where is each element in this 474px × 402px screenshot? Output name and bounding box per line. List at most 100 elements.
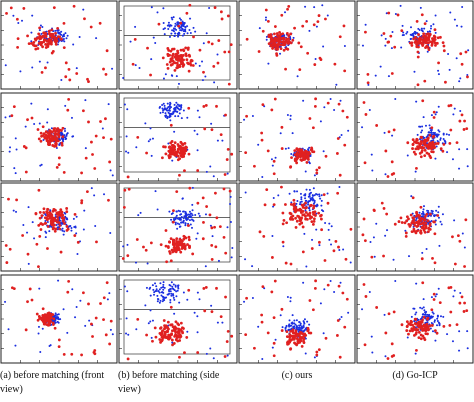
blue-point	[64, 136, 67, 139]
red-point	[441, 149, 445, 153]
blue-point	[420, 29, 423, 32]
blue-point	[156, 300, 159, 303]
blue-point	[425, 20, 428, 23]
red-point	[312, 150, 316, 154]
red-point	[174, 327, 178, 330]
red-point	[104, 333, 108, 337]
red-point	[260, 313, 264, 317]
blue-point	[323, 288, 326, 291]
red-point	[59, 250, 63, 254]
red-point	[223, 173, 227, 176]
red-point	[108, 160, 112, 164]
blue-point	[272, 205, 275, 208]
blue-point	[307, 203, 310, 206]
blue-point	[170, 218, 173, 221]
blue-point	[321, 4, 324, 7]
red-point	[266, 331, 270, 335]
red-point	[42, 211, 46, 214]
blue-point	[306, 320, 309, 323]
blue-point	[169, 301, 172, 304]
blue-point	[191, 203, 194, 206]
blue-point	[221, 321, 224, 324]
red-point	[5, 261, 9, 264]
blue-point	[188, 219, 191, 222]
red-point	[420, 226, 424, 229]
red-point	[291, 337, 295, 341]
blue-point	[347, 311, 350, 314]
red-point	[411, 147, 414, 150]
blue-point	[157, 289, 160, 292]
blue-point	[57, 313, 60, 316]
blue-point	[56, 226, 59, 229]
blue-point	[304, 197, 307, 200]
blue-point	[384, 355, 387, 358]
red-point	[397, 220, 401, 223]
red-point	[32, 43, 35, 47]
red-point	[224, 251, 228, 255]
blue-point	[308, 29, 311, 32]
blue-point	[175, 210, 178, 213]
blue-point	[318, 195, 321, 198]
red-point	[422, 32, 426, 36]
blue-point	[437, 105, 440, 108]
red-point	[294, 226, 298, 229]
blue-point	[188, 213, 191, 216]
blue-point	[420, 131, 423, 134]
red-point	[463, 265, 466, 268]
red-point	[122, 205, 126, 209]
blue-point	[300, 198, 303, 201]
blue-point	[62, 138, 65, 141]
blue-point	[66, 331, 69, 334]
red-point	[183, 351, 186, 355]
red-point	[126, 357, 130, 361]
blue-point	[422, 213, 425, 216]
panel-frame	[238, 274, 356, 364]
red-point	[272, 316, 276, 320]
red-point	[281, 222, 285, 226]
blue-point	[172, 294, 175, 297]
blue-point	[31, 221, 34, 224]
red-point	[190, 58, 193, 62]
blue-point	[63, 230, 66, 233]
red-point	[324, 336, 328, 340]
blue-point	[446, 333, 449, 336]
blue-point	[193, 311, 196, 314]
blue-point	[289, 300, 292, 303]
blue-point	[412, 307, 415, 310]
red-point	[334, 239, 338, 243]
red-point	[465, 127, 469, 131]
blue-point	[326, 192, 329, 195]
red-point	[62, 46, 66, 50]
red-point	[428, 324, 432, 328]
red-point	[420, 13, 424, 17]
blue-point	[447, 53, 450, 56]
red-point	[269, 44, 273, 48]
blue-point	[451, 340, 454, 343]
red-point	[427, 230, 430, 233]
blue-point	[452, 295, 455, 298]
red-point	[275, 52, 278, 56]
red-point	[272, 172, 276, 176]
red-point	[309, 203, 313, 207]
blue-point	[338, 249, 341, 252]
red-point	[226, 329, 230, 333]
red-point	[168, 60, 172, 64]
blue-point	[61, 227, 64, 230]
blue-point	[186, 116, 189, 119]
red-point	[51, 144, 55, 147]
red-point	[280, 36, 284, 40]
red-point	[173, 68, 177, 72]
blue-point	[79, 299, 82, 302]
blue-point	[308, 195, 311, 198]
blue-point	[70, 116, 73, 119]
red-point	[375, 306, 379, 309]
red-point	[279, 47, 283, 50]
red-point	[210, 128, 214, 132]
red-point	[180, 242, 184, 246]
blue-point	[294, 323, 297, 326]
blue-point	[147, 140, 150, 143]
blue-point	[303, 232, 306, 235]
red-point	[317, 14, 321, 17]
red-point	[183, 169, 186, 173]
blue-point	[182, 25, 185, 28]
